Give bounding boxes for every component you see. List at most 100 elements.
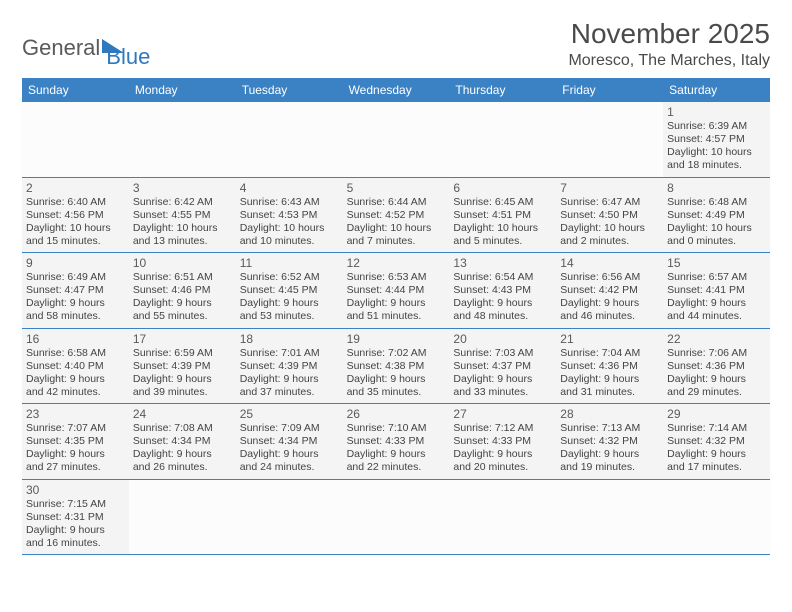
calendar-cell: 26Sunrise: 7:10 AMSunset: 4:33 PMDayligh… (343, 404, 450, 480)
calendar-grid: 1Sunrise: 6:39 AMSunset: 4:57 PMDaylight… (22, 102, 770, 555)
daylight-line: Daylight: 9 hours and 44 minutes. (667, 297, 766, 323)
sunrise-line: Sunrise: 7:12 AM (453, 422, 552, 435)
calendar-cell-blank (129, 102, 236, 178)
sunset-line: Sunset: 4:34 PM (133, 435, 232, 448)
sunset-line: Sunset: 4:31 PM (26, 511, 125, 524)
sunset-line: Sunset: 4:32 PM (560, 435, 659, 448)
calendar-cell: 7Sunrise: 6:47 AMSunset: 4:50 PMDaylight… (556, 178, 663, 254)
sunset-line: Sunset: 4:33 PM (453, 435, 552, 448)
sunset-line: Sunset: 4:52 PM (347, 209, 446, 222)
day-number: 14 (560, 256, 659, 270)
daylight-line: Daylight: 9 hours and 42 minutes. (26, 373, 125, 399)
calendar-cell-blank (449, 102, 556, 178)
calendar-cell: 23Sunrise: 7:07 AMSunset: 4:35 PMDayligh… (22, 404, 129, 480)
calendar-cell: 22Sunrise: 7:06 AMSunset: 4:36 PMDayligh… (663, 329, 770, 405)
sunrise-line: Sunrise: 7:04 AM (560, 347, 659, 360)
sunset-line: Sunset: 4:37 PM (453, 360, 552, 373)
calendar-cell-blank (343, 102, 450, 178)
sunrise-line: Sunrise: 6:57 AM (667, 271, 766, 284)
daylight-line: Daylight: 9 hours and 29 minutes. (667, 373, 766, 399)
daylight-line: Daylight: 10 hours and 15 minutes. (26, 222, 125, 248)
sunset-line: Sunset: 4:49 PM (667, 209, 766, 222)
daylight-line: Daylight: 9 hours and 51 minutes. (347, 297, 446, 323)
sunrise-line: Sunrise: 7:09 AM (240, 422, 339, 435)
calendar-cell: 16Sunrise: 6:58 AMSunset: 4:40 PMDayligh… (22, 329, 129, 405)
calendar-cell: 10Sunrise: 6:51 AMSunset: 4:46 PMDayligh… (129, 253, 236, 329)
day-number: 13 (453, 256, 552, 270)
calendar-page: General Blue November 2025 Moresco, The … (0, 0, 792, 573)
day-number: 12 (347, 256, 446, 270)
daylight-line: Daylight: 9 hours and 19 minutes. (560, 448, 659, 474)
sunset-line: Sunset: 4:51 PM (453, 209, 552, 222)
weekday-header: Monday (129, 78, 236, 102)
daylight-line: Daylight: 10 hours and 0 minutes. (667, 222, 766, 248)
day-number: 1 (667, 105, 766, 119)
daylight-line: Daylight: 9 hours and 37 minutes. (240, 373, 339, 399)
sunset-line: Sunset: 4:50 PM (560, 209, 659, 222)
sunset-line: Sunset: 4:39 PM (133, 360, 232, 373)
sunrise-line: Sunrise: 6:59 AM (133, 347, 232, 360)
sunrise-line: Sunrise: 7:03 AM (453, 347, 552, 360)
sunset-line: Sunset: 4:41 PM (667, 284, 766, 297)
sunset-line: Sunset: 4:40 PM (26, 360, 125, 373)
sunrise-line: Sunrise: 6:47 AM (560, 196, 659, 209)
day-number: 6 (453, 181, 552, 195)
daylight-line: Daylight: 9 hours and 46 minutes. (560, 297, 659, 323)
sunset-line: Sunset: 4:47 PM (26, 284, 125, 297)
calendar-cell-blank (663, 480, 770, 556)
sunrise-line: Sunrise: 6:45 AM (453, 196, 552, 209)
daylight-line: Daylight: 10 hours and 5 minutes. (453, 222, 552, 248)
day-number: 8 (667, 181, 766, 195)
calendar-cell: 12Sunrise: 6:53 AMSunset: 4:44 PMDayligh… (343, 253, 450, 329)
calendar-cell: 8Sunrise: 6:48 AMSunset: 4:49 PMDaylight… (663, 178, 770, 254)
sunrise-line: Sunrise: 6:49 AM (26, 271, 125, 284)
sunrise-line: Sunrise: 7:08 AM (133, 422, 232, 435)
sunset-line: Sunset: 4:38 PM (347, 360, 446, 373)
sunset-line: Sunset: 4:33 PM (347, 435, 446, 448)
sunset-line: Sunset: 4:53 PM (240, 209, 339, 222)
day-number: 15 (667, 256, 766, 270)
calendar-cell-blank (129, 480, 236, 556)
calendar-cell-blank (556, 102, 663, 178)
daylight-line: Daylight: 9 hours and 16 minutes. (26, 524, 125, 550)
calendar-cell: 30Sunrise: 7:15 AMSunset: 4:31 PMDayligh… (22, 480, 129, 556)
sunset-line: Sunset: 4:42 PM (560, 284, 659, 297)
calendar-cell-blank (236, 102, 343, 178)
sunrise-line: Sunrise: 7:10 AM (347, 422, 446, 435)
calendar-cell: 13Sunrise: 6:54 AMSunset: 4:43 PMDayligh… (449, 253, 556, 329)
sunrise-line: Sunrise: 7:06 AM (667, 347, 766, 360)
calendar-cell: 14Sunrise: 6:56 AMSunset: 4:42 PMDayligh… (556, 253, 663, 329)
daylight-line: Daylight: 10 hours and 13 minutes. (133, 222, 232, 248)
daylight-line: Daylight: 9 hours and 39 minutes. (133, 373, 232, 399)
day-number: 18 (240, 332, 339, 346)
day-number: 11 (240, 256, 339, 270)
sunrise-line: Sunrise: 6:51 AM (133, 271, 232, 284)
title-block: November 2025 Moresco, The Marches, Ital… (568, 18, 770, 70)
calendar-cell-blank (343, 480, 450, 556)
daylight-line: Daylight: 9 hours and 27 minutes. (26, 448, 125, 474)
day-number: 21 (560, 332, 659, 346)
calendar-cell-blank (22, 102, 129, 178)
day-number: 23 (26, 407, 125, 421)
calendar-cell: 20Sunrise: 7:03 AMSunset: 4:37 PMDayligh… (449, 329, 556, 405)
day-number: 4 (240, 181, 339, 195)
day-number: 19 (347, 332, 446, 346)
day-number: 26 (347, 407, 446, 421)
daylight-line: Daylight: 10 hours and 10 minutes. (240, 222, 339, 248)
calendar-cell: 18Sunrise: 7:01 AMSunset: 4:39 PMDayligh… (236, 329, 343, 405)
daylight-line: Daylight: 9 hours and 20 minutes. (453, 448, 552, 474)
sunset-line: Sunset: 4:43 PM (453, 284, 552, 297)
day-number: 22 (667, 332, 766, 346)
sunrise-line: Sunrise: 6:48 AM (667, 196, 766, 209)
day-number: 2 (26, 181, 125, 195)
sunset-line: Sunset: 4:45 PM (240, 284, 339, 297)
day-number: 25 (240, 407, 339, 421)
daylight-line: Daylight: 9 hours and 55 minutes. (133, 297, 232, 323)
sunset-line: Sunset: 4:35 PM (26, 435, 125, 448)
calendar-cell-blank (236, 480, 343, 556)
weekday-header: Friday (556, 78, 663, 102)
sunrise-line: Sunrise: 7:02 AM (347, 347, 446, 360)
calendar-cell: 25Sunrise: 7:09 AMSunset: 4:34 PMDayligh… (236, 404, 343, 480)
sunset-line: Sunset: 4:57 PM (667, 133, 766, 146)
calendar-cell: 19Sunrise: 7:02 AMSunset: 4:38 PMDayligh… (343, 329, 450, 405)
